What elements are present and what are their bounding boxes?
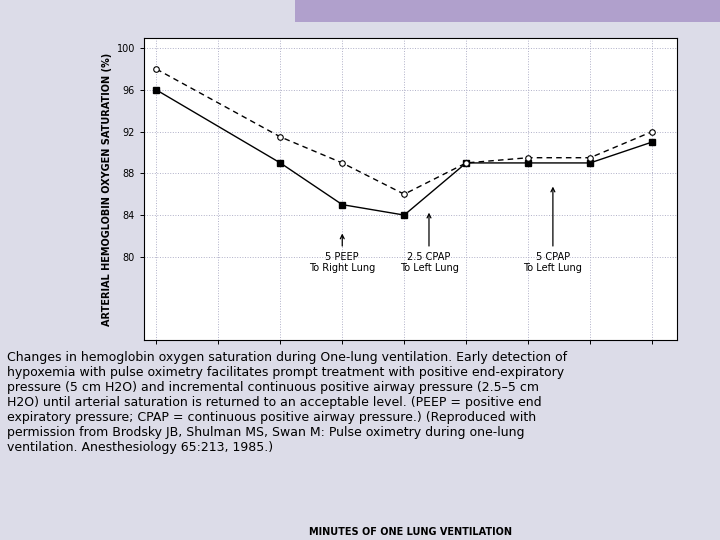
IL-282 co-oximeter <box>276 133 284 140</box>
Nellcor pulse-oximeter <box>523 160 532 166</box>
IL-282 co-oximeter <box>462 160 470 166</box>
Nellcor pulse-oximeter <box>462 160 470 166</box>
Nellcor pulse-oximeter <box>152 87 161 93</box>
Line: IL-282 co-oximeter: IL-282 co-oximeter <box>153 66 654 197</box>
IL-282 co-oximeter <box>338 160 346 166</box>
Text: 5 PEEP
To Right Lung: 5 PEEP To Right Lung <box>309 235 375 273</box>
Legend: Nellcor pulse-oximeter, IL-282 co-oximeter: Nellcor pulse-oximeter, IL-282 co-oximet… <box>144 495 300 528</box>
IL-282 co-oximeter <box>400 191 408 198</box>
IL-282 co-oximeter <box>648 129 657 135</box>
IL-282 co-oximeter <box>523 154 532 161</box>
Text: 5 CPAP
To Left Lung: 5 CPAP To Left Lung <box>523 188 582 273</box>
IL-282 co-oximeter <box>152 66 161 72</box>
Nellcor pulse-oximeter <box>338 201 346 208</box>
Nellcor pulse-oximeter <box>276 160 284 166</box>
Nellcor pulse-oximeter <box>648 139 657 145</box>
Line: Nellcor pulse-oximeter: Nellcor pulse-oximeter <box>153 87 654 218</box>
Y-axis label: ARTERIAL HEMOGLOBIN OXYGEN SATURATION (%): ARTERIAL HEMOGLOBIN OXYGEN SATURATION (%… <box>102 52 112 326</box>
IL-282 co-oximeter <box>586 154 595 161</box>
Text: 2.5 CPAP
To Left Lung: 2.5 CPAP To Left Lung <box>400 214 459 273</box>
Nellcor pulse-oximeter <box>400 212 408 218</box>
Text: Changes in hemoglobin oxygen saturation during One-lung ventilation. Early detec: Changes in hemoglobin oxygen saturation … <box>7 352 567 455</box>
Nellcor pulse-oximeter <box>586 160 595 166</box>
Text: MINUTES OF ONE LUNG VENTILATION: MINUTES OF ONE LUNG VENTILATION <box>309 527 512 537</box>
